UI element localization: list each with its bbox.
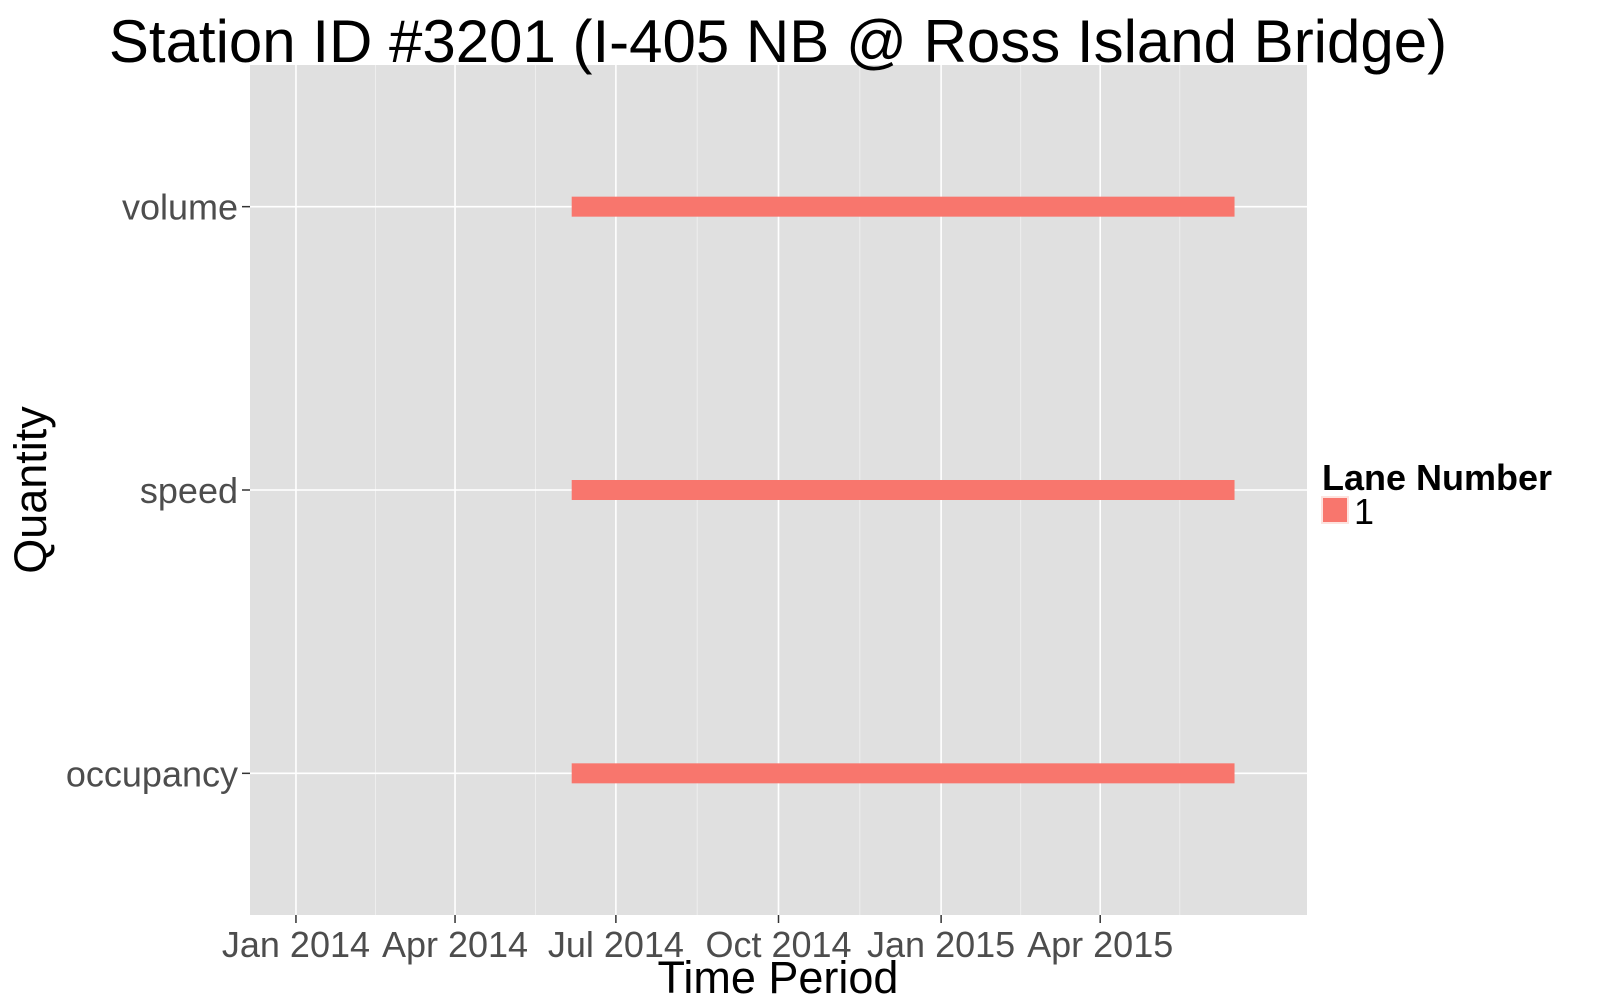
- bars: [571, 196, 1235, 784]
- x-tick-label-3: Oct 2014: [705, 924, 851, 965]
- y-tick-label-volume: volume: [122, 187, 238, 228]
- x-tick-label-5: Apr 2015: [1027, 924, 1173, 965]
- legend-title: Lane Number: [1322, 457, 1552, 498]
- x-tick-label-1: Apr 2014: [382, 924, 528, 965]
- legend-label-1: 1: [1354, 491, 1374, 532]
- chart-title: Station ID #3201 (I-405 NB @ Ross Island…: [109, 8, 1447, 75]
- axis-ticks: [242, 205, 1101, 923]
- bar-volume-lane-1: [571, 196, 1235, 217]
- bar-speed-lane-1: [571, 480, 1235, 500]
- y-axis-title: Quantity: [5, 406, 56, 574]
- y-tick-label-speed: speed: [140, 470, 238, 511]
- x-tick-label-0: Jan 2014: [222, 924, 370, 965]
- legend-key-1: [1321, 496, 1349, 524]
- y-tick-label-occupancy: occupancy: [66, 753, 238, 794]
- x-tick-label-2: Jul 2014: [548, 924, 684, 965]
- tick-labels: Jan 2014 Apr 2014 Jul 2014 Oct 2014 Jan 2015…: [66, 187, 1173, 965]
- x-tick-label-4: Jan 2015: [867, 924, 1015, 965]
- legend: Lane Number 1: [1321, 457, 1552, 532]
- x-axis-title: Time Period: [658, 952, 899, 1000]
- bar-occupancy-lane-1: [571, 763, 1235, 784]
